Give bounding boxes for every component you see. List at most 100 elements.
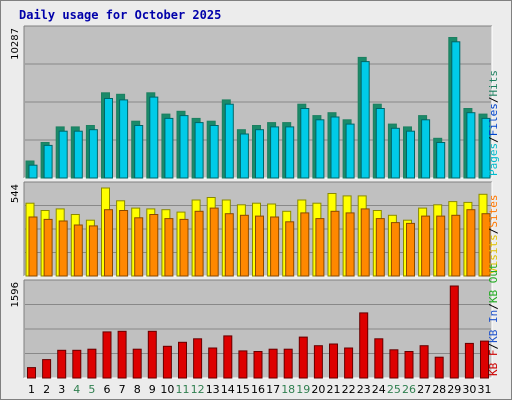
bar-sites-day-12 [194,210,204,277]
bar-pages-day-14 [224,103,234,179]
day-label-14: 14 [221,383,235,396]
day-label-13: 13 [206,383,220,396]
right-label-kb: KB F/KB In/KB Out [487,263,500,376]
legend-separator: / [487,228,500,235]
day-label-29: 29 [447,383,461,396]
bar-kb-f-day-15 [238,350,248,379]
bar-kb-f-day-3 [57,349,67,379]
bar-sites-day-20 [315,218,325,277]
ymax-label-visits_sites: 544 [10,184,21,203]
bar-pages-day-2 [43,144,53,179]
bar-sites-day-9 [149,214,159,277]
bar-sites-day-2 [43,218,53,277]
bar-pages-day-3 [58,130,68,179]
day-label-9: 9 [149,383,156,396]
bar-sites-day-18 [285,221,295,277]
bar-sites-day-24 [375,218,385,277]
bar-pages-day-23 [360,61,370,179]
bar-sites-day-26 [406,222,415,277]
bar-sites-day-5 [88,225,98,277]
bar-pages-day-19 [300,108,310,179]
bar-kb-f-day-19 [298,336,308,379]
bar-kb-f-day-24 [374,338,384,379]
legend-files: Files [487,103,500,136]
bar-kb-f-day-4 [72,349,82,379]
bar-kb-f-day-11 [178,341,187,379]
bar-kb-f-day-26 [404,351,414,379]
legend-separator: / [487,136,500,143]
bar-sites-day-31 [481,213,491,277]
bar-kb-f-day-17 [268,348,278,379]
bar-pages-day-21 [330,116,340,179]
day-label-27: 27 [417,383,431,396]
ymax-label-kb: 1596 [10,282,21,307]
day-label-17: 17 [266,383,280,396]
bar-pages-day-29 [451,41,461,179]
day-label-16: 16 [251,383,265,396]
legend-separator: / [487,303,500,310]
bar-pages-day-16 [255,129,264,179]
bar-kb-f-day-23 [359,312,369,379]
legend-hits: Hits [487,70,500,97]
bar-kb-f-day-8 [132,348,142,379]
legend-separator: / [487,97,500,104]
day-label-6: 6 [104,383,111,396]
bar-pages-day-31 [481,117,491,179]
bar-sites-day-22 [345,212,355,277]
bar-pages-day-18 [285,126,295,179]
bar-kb-f-day-28 [434,356,444,379]
bar-pages-day-8 [134,125,144,179]
bar-sites-day-1 [28,216,38,277]
bar-kb-f-day-22 [344,347,354,379]
bar-kb-f-day-30 [464,342,474,379]
bar-pages-day-11 [179,115,189,179]
bar-sites-day-11 [179,218,189,277]
bar-sites-day-17 [270,216,280,277]
bar-pages-day-7 [119,99,129,179]
day-label-7: 7 [119,383,126,396]
day-label-26: 26 [402,383,416,396]
day-label-20: 20 [311,383,325,396]
chart-title: Daily usage for October 2025 [19,8,221,22]
bar-kb-f-day-25 [389,349,399,379]
bar-sites-day-13 [209,207,219,277]
day-label-4: 4 [73,383,80,396]
bar-pages-day-10 [164,117,174,179]
bar-pages-day-9 [149,96,159,179]
bar-pages-day-6 [104,98,113,179]
bar-sites-day-14 [224,213,234,277]
legend-kb-f: KB F [487,350,500,377]
bar-kb-f-day-16 [253,351,263,379]
day-label-1: 1 [28,383,35,396]
bar-kb-f-day-27 [419,345,429,379]
bar-sites-day-25 [390,222,400,277]
legend-visits: Visits [487,234,500,274]
day-label-23: 23 [357,383,371,396]
bar-sites-day-30 [466,209,476,277]
bar-kb-f-day-7 [117,330,127,379]
day-label-5: 5 [88,383,95,396]
bar-sites-day-16 [255,215,264,277]
day-label-30: 30 [462,383,476,396]
ymax-label-hits_files_pages: 10287 [10,28,21,60]
bar-sites-day-28 [436,215,446,277]
bar-sites-day-6 [104,209,113,277]
legend-separator: / [487,343,500,350]
bar-kb-f-day-6 [102,331,112,379]
bar-pages-day-28 [436,142,446,179]
bar-kb-f-day-9 [147,330,157,379]
bar-pages-day-12 [194,122,204,179]
day-label-28: 28 [432,383,446,396]
bar-pages-day-24 [375,108,385,179]
bar-kb-f-day-18 [283,348,293,379]
panel-visits_sites: 544 Visits/Sites [10,181,500,277]
legend-kb-in: KB In [487,310,500,343]
bar-sites-day-7 [119,210,129,277]
bar-sites-day-23 [360,208,370,277]
day-label-25: 25 [387,383,401,396]
panel-kb: 1596 KB F/KB In/KB Out [10,263,500,379]
bar-kb-f-day-5 [87,348,97,379]
bar-kb-f-day-21 [329,343,338,379]
bar-pages-day-4 [73,130,83,179]
